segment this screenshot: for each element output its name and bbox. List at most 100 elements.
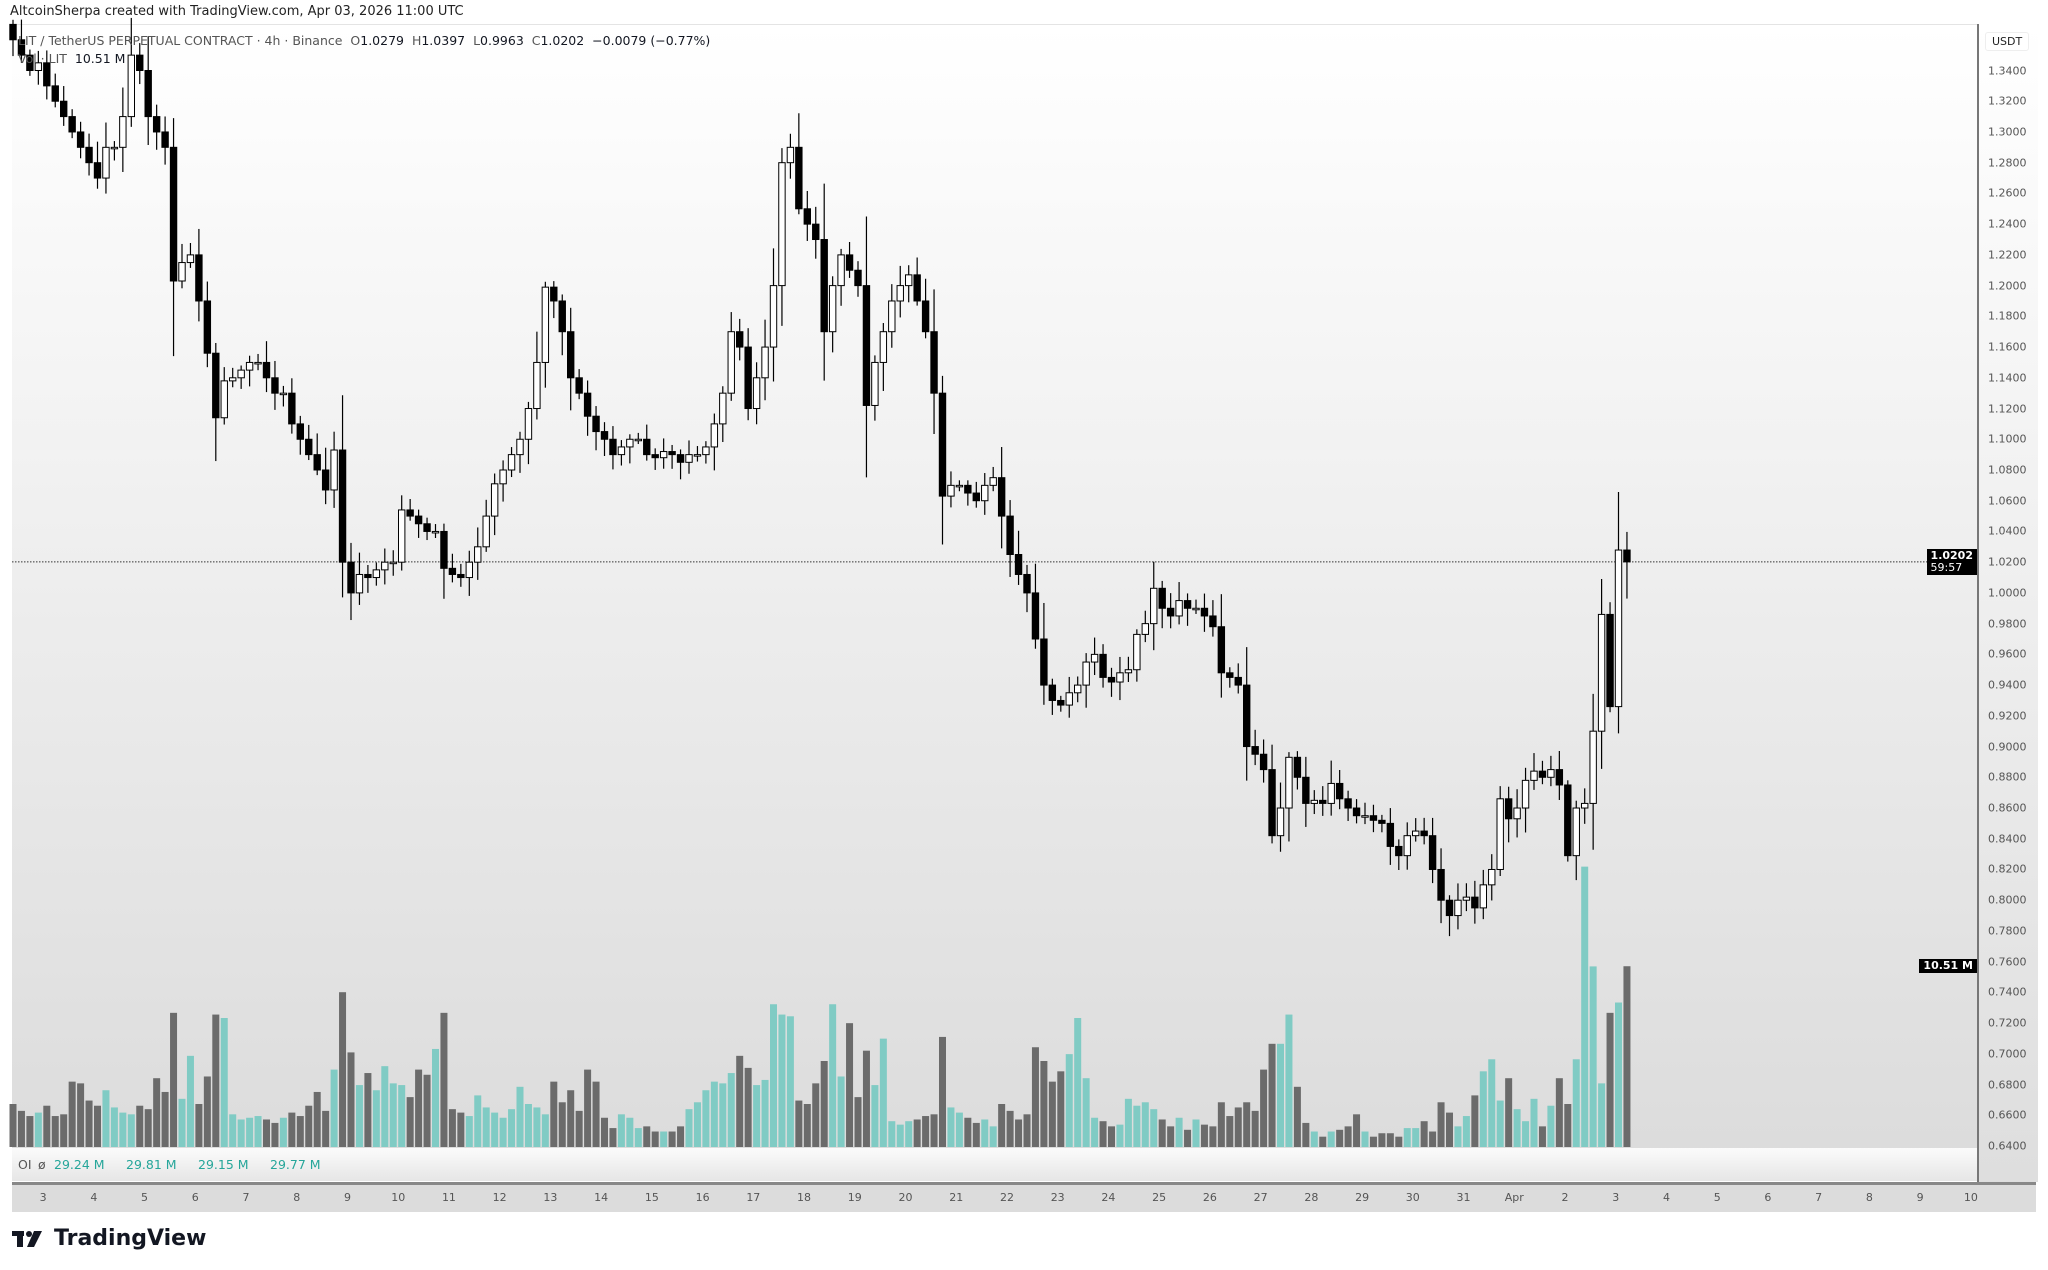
high-value: 1.0397 [421, 33, 466, 48]
date-tick: 4 [1662, 1191, 1670, 1204]
change-value: −0.0079 (−0.77%) [592, 33, 711, 48]
candle [186, 254, 195, 264]
candle [1158, 587, 1166, 609]
time-axis[interactable]: 3 4 5 6 7 8 9 10 11 12 13 14 15 16 17 18 19 20 21 22 23 24 25 2… [12, 1182, 2036, 1212]
candle [1496, 798, 1504, 870]
volume-bar [271, 1122, 279, 1147]
candle [262, 361, 271, 379]
volume-bar [1006, 1110, 1014, 1147]
price-tick: 0.7000 [1988, 1047, 2027, 1061]
candle [1344, 798, 1352, 809]
candle [254, 361, 262, 365]
volume-bar [1023, 1114, 1031, 1147]
volume-bar [220, 1018, 228, 1147]
price-tick: 1.0000 [1988, 586, 2027, 600]
date-tick: 6 [191, 1191, 199, 1204]
candle [567, 331, 575, 379]
candle [372, 569, 381, 579]
date-tick: 12 [492, 1191, 507, 1204]
volume-bar [1277, 1043, 1284, 1147]
volume-bar [415, 1069, 423, 1147]
candle [1183, 600, 1192, 609]
candle [1420, 830, 1428, 837]
volume-bar [186, 1055, 194, 1147]
candle [1479, 884, 1487, 909]
volume-bar [1572, 1059, 1580, 1147]
price-tick: 0.8400 [1988, 832, 2027, 846]
volume-bar [888, 1121, 896, 1147]
date-tick: 21 [949, 1191, 964, 1204]
candle [828, 285, 837, 333]
volume-bar [195, 1104, 203, 1147]
symbol-title[interactable]: LIT / TetherUS PERPETUAL CONTRACT · 4h ·… [18, 33, 343, 48]
volume-bar [829, 1004, 837, 1147]
volume-bar [727, 1073, 735, 1147]
candle [1428, 835, 1437, 870]
low-value: 0.9963 [480, 33, 524, 48]
date-tick: 9 [343, 1191, 351, 1204]
volume-bar [330, 1069, 338, 1147]
candle [237, 369, 245, 379]
candle [1378, 819, 1386, 824]
candle [1530, 770, 1538, 781]
candle [17, 39, 26, 56]
candle [516, 438, 524, 456]
volume-bar [1048, 1081, 1056, 1147]
candle [600, 431, 609, 440]
candle [668, 451, 676, 456]
volume-bar [491, 1112, 499, 1147]
candlestick-chart[interactable] [0, 0, 1977, 1182]
candle [406, 509, 414, 517]
volume-bar [254, 1116, 262, 1147]
volume-bar [981, 1119, 989, 1147]
candle [1386, 822, 1395, 847]
volume-bar [795, 1100, 803, 1147]
volume-bar [617, 1114, 625, 1147]
volume-bar [854, 1097, 862, 1147]
oi-symbol: ø [38, 1157, 46, 1172]
candle [178, 262, 186, 282]
date-tick: 23 [1050, 1191, 1065, 1204]
candle [871, 361, 879, 406]
date-tick: 25 [1152, 1191, 1167, 1204]
volume-bar [398, 1085, 406, 1147]
volume-bar [203, 1076, 211, 1147]
volume-bar [322, 1110, 330, 1147]
price-axis[interactable]: USDT 1.0202 59:57 10.51 M 1.3400 1.3200 1.… [1919, 24, 2038, 1182]
candle [51, 85, 59, 102]
volume-bar [229, 1114, 237, 1147]
volume-bar [1074, 1018, 1082, 1147]
volume-bar [930, 1114, 938, 1147]
candle [1369, 815, 1378, 821]
candle [972, 492, 980, 502]
date-tick: 4 [90, 1191, 98, 1204]
candle [651, 454, 659, 459]
close-value: 1.0202 [540, 33, 585, 48]
price-pane[interactable] [12, 24, 1977, 1149]
volume-bar [651, 1131, 659, 1147]
candle [271, 377, 279, 394]
volume-bar [448, 1109, 456, 1147]
candle [862, 285, 871, 406]
price-tick: 0.7200 [1988, 1016, 2027, 1030]
volume-bar [719, 1083, 727, 1147]
candle [769, 285, 778, 348]
volume-bar [1369, 1136, 1377, 1147]
date-tick: 28 [1304, 1191, 1319, 1204]
candle [93, 162, 102, 179]
volume-bar [170, 1012, 178, 1147]
volume-bar [237, 1119, 245, 1147]
price-tick: 1.1600 [1988, 340, 2027, 354]
volume-bar [1378, 1133, 1386, 1147]
volume-bar [1285, 1014, 1293, 1147]
volume-bar [296, 1116, 304, 1147]
volume-bar [567, 1090, 575, 1147]
candle [1538, 770, 1547, 778]
currency-unit[interactable]: USDT [1985, 32, 2030, 51]
volume-bar [609, 1128, 617, 1147]
candle [1200, 607, 1209, 617]
price-tick: 0.8800 [1988, 770, 2027, 784]
candle [761, 346, 769, 379]
candle [1488, 868, 1496, 886]
candle [1217, 626, 1226, 674]
